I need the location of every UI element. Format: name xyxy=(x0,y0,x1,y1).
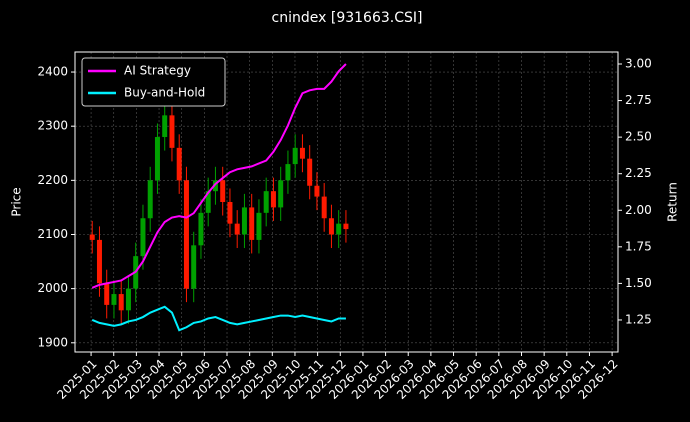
candle-body xyxy=(118,294,124,311)
y2-tick-label: 2.50 xyxy=(625,130,652,144)
chart-title: cnindex [931663.CSI] xyxy=(272,10,423,26)
y-tick-label: 2200 xyxy=(37,173,68,187)
candle-body xyxy=(162,115,168,138)
candle-body xyxy=(263,191,269,213)
candle-body xyxy=(147,180,153,219)
candle-body xyxy=(176,147,182,181)
y-tick-label: 2000 xyxy=(37,281,68,295)
candle-body xyxy=(169,115,175,148)
y-tick-label: 2300 xyxy=(37,119,68,133)
candle-body xyxy=(205,191,211,213)
candle-body xyxy=(140,218,146,257)
candle-body xyxy=(191,245,197,289)
line-series xyxy=(91,63,347,289)
candle-body xyxy=(227,202,233,224)
y-tick-label: 2100 xyxy=(37,227,68,241)
line-series xyxy=(91,305,346,332)
legend-label: AI Strategy xyxy=(124,64,191,78)
y2-tick-label: 1.25 xyxy=(625,312,652,326)
y2-axis-label: Return xyxy=(666,182,680,222)
candle-body xyxy=(220,180,226,202)
legend-box xyxy=(81,57,226,107)
y2-tick-label: 2.25 xyxy=(625,166,652,180)
candle-body xyxy=(299,147,305,159)
candle-body xyxy=(89,234,95,240)
y-tick-label: 1900 xyxy=(37,335,68,349)
candle-body xyxy=(154,137,160,181)
candle-body xyxy=(96,239,102,284)
candle-body xyxy=(285,164,291,181)
candle-body xyxy=(111,294,117,305)
candle-body xyxy=(321,196,327,219)
candle-body xyxy=(336,223,342,235)
candle-body xyxy=(249,207,255,240)
candle-body xyxy=(234,223,240,235)
y2-tick-label: 3.00 xyxy=(625,56,652,70)
candle-body xyxy=(314,185,320,197)
candle-body xyxy=(212,180,218,192)
candle-body xyxy=(183,180,189,289)
candle-body xyxy=(256,212,262,240)
candle-body xyxy=(104,283,110,305)
candle-body xyxy=(343,223,349,230)
candle-body xyxy=(292,147,298,165)
candle-body xyxy=(125,288,131,311)
candle-body xyxy=(278,180,284,208)
y-axis-label: Price xyxy=(10,187,24,216)
candle-body xyxy=(198,212,204,246)
plot-frame xyxy=(74,51,619,353)
candle-body xyxy=(270,191,276,208)
y2-tick-label: 2.00 xyxy=(625,203,652,217)
y2-tick-label: 2.75 xyxy=(625,93,652,107)
y2-tick-label: 1.50 xyxy=(625,276,652,290)
y2-tick-label: 1.75 xyxy=(625,239,652,253)
candle-body xyxy=(307,158,313,186)
candle-body xyxy=(241,207,247,235)
legend-label: Buy-and-Hold xyxy=(124,86,205,100)
y-tick-label: 2400 xyxy=(37,65,68,79)
candle-body xyxy=(328,218,334,235)
